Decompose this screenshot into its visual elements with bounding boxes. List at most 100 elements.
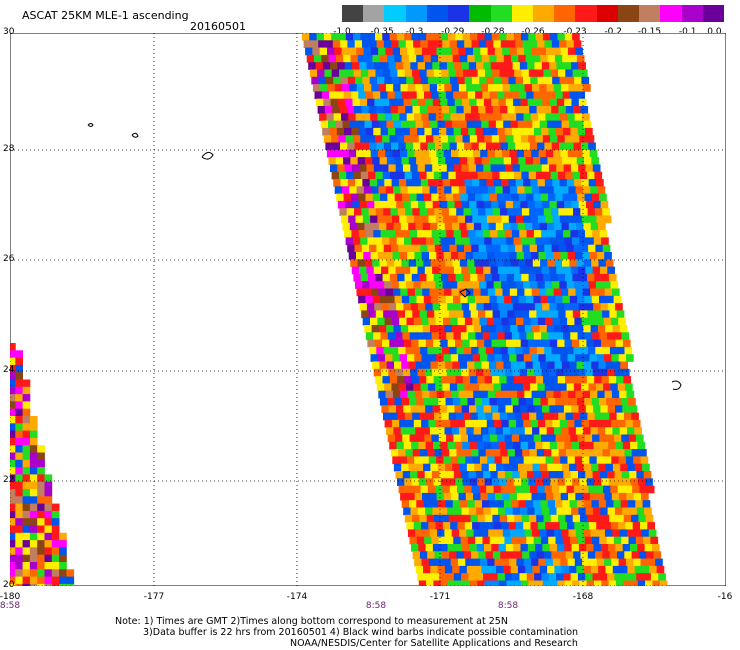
swath-cell [566, 76, 575, 85]
swath-cell [611, 492, 620, 501]
swath-cell [566, 244, 574, 253]
swath-cell [603, 215, 612, 224]
swath-cell [419, 273, 427, 282]
swath-cell [346, 171, 354, 180]
swath-cell [563, 62, 572, 70]
swath-cell [471, 40, 480, 48]
swath-cell [585, 405, 594, 413]
swath-cell [514, 514, 522, 523]
swath-cell [506, 273, 515, 282]
swath-cell [556, 573, 564, 581]
swath-cell [468, 507, 477, 516]
swath-cell [518, 398, 527, 406]
swath-cell [405, 142, 414, 151]
swath-cell [429, 252, 437, 260]
swath-cell [451, 149, 459, 158]
swath-cell [356, 186, 365, 194]
swath-cell [593, 507, 601, 516]
swath-cell [354, 244, 363, 253]
swath-cell [546, 492, 554, 501]
swath-cell [514, 310, 523, 319]
swath-cell [555, 434, 564, 443]
swath-cell [372, 157, 380, 165]
swath-cell [572, 171, 581, 180]
swath-cell-left [15, 394, 23, 402]
swath-cell [417, 405, 426, 413]
swath-cell [508, 76, 517, 85]
colorbar-tick-label: 0.0 [707, 27, 722, 37]
swath-cell [534, 507, 543, 516]
swath-cell [474, 259, 483, 267]
swath-cell [491, 339, 500, 348]
swath-cell [619, 492, 627, 501]
swath-cell [588, 281, 597, 289]
swath-cell [519, 573, 528, 581]
swath-cell [562, 295, 571, 304]
colorbar-swatch [363, 5, 385, 22]
swath-cell [637, 478, 646, 486]
swath-cell [458, 149, 466, 158]
swath-cell [519, 230, 527, 238]
swath-cell [573, 383, 582, 392]
swath-cell [469, 98, 477, 107]
swath-cell [501, 281, 509, 289]
swath-cell [598, 463, 606, 472]
swath-cell [393, 186, 401, 194]
swath-cell [515, 485, 524, 494]
swath-cell [443, 456, 452, 465]
swath-cell [510, 427, 518, 435]
swath-cell [375, 171, 384, 180]
swath-cell [366, 303, 375, 311]
swath-cell [525, 500, 534, 508]
swath-cell [369, 179, 378, 187]
swath-cell [505, 544, 514, 552]
swath-cell [398, 179, 407, 187]
swath-cell [401, 398, 410, 406]
swath-cell [317, 106, 326, 114]
swath-cell [471, 551, 479, 559]
swath-cell [514, 171, 522, 180]
swath-cell [436, 288, 445, 297]
swath-cell [406, 179, 414, 187]
swath-cell [471, 485, 480, 494]
swath-cell [510, 222, 519, 231]
swath-cell [432, 62, 440, 70]
swath-cell [398, 281, 407, 289]
swath-cell [408, 222, 416, 231]
swath-cell [612, 529, 620, 538]
swath-cell [422, 529, 431, 538]
swath-cell [468, 164, 477, 173]
swath-cell [511, 91, 520, 100]
swath-cell [439, 573, 447, 581]
swath-cell [515, 244, 523, 253]
swath-cell [581, 522, 590, 530]
swath-cell-left [44, 481, 53, 490]
swath-cell [464, 244, 472, 253]
swath-cell-left [51, 583, 60, 586]
swath-cell [500, 142, 509, 151]
swath-cell [329, 91, 337, 100]
swath-cell [531, 149, 539, 158]
swath-cell [452, 157, 461, 165]
swath-cell [473, 222, 482, 231]
swath-cell [460, 536, 469, 545]
swath-cell [427, 106, 435, 114]
swath-cell [380, 127, 389, 136]
swath-cell [437, 222, 446, 231]
swath-cell [494, 419, 502, 428]
swath-cell [609, 551, 618, 559]
swath-cell [428, 281, 436, 289]
swath-cell [538, 456, 546, 465]
swath-cell [547, 157, 556, 165]
swath-cell [371, 288, 379, 297]
swath-cell [419, 171, 427, 180]
swath-cell [547, 295, 556, 304]
swath-cell-left [37, 503, 45, 512]
swath-cell [461, 200, 470, 209]
swath-cell [546, 529, 555, 538]
swath-cell [562, 259, 570, 267]
swath-cell [595, 485, 604, 494]
swath-cell [544, 76, 553, 85]
swath-cell [316, 98, 324, 107]
swath-cell [388, 164, 397, 173]
